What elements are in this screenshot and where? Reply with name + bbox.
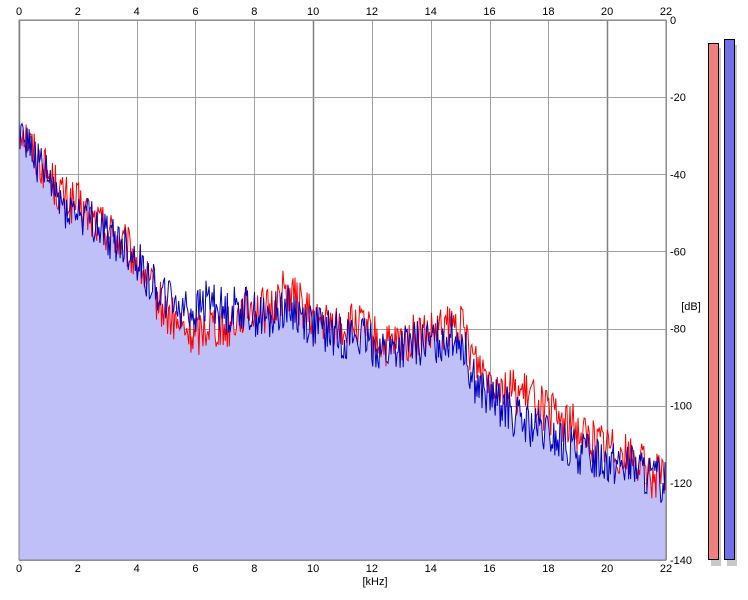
top-x-tick-label: 12 [366, 6, 378, 18]
bottom-x-tick-label: 14 [425, 563, 437, 575]
bottom-x-tick-label: 18 [542, 563, 554, 575]
bottom-x-tick-label: 20 [601, 563, 613, 575]
x-axis-label: [kHz] [362, 576, 387, 588]
top-x-tick-label: 2 [75, 6, 81, 18]
top-x-tick-label: 8 [251, 6, 257, 18]
bottom-x-tick-label: 16 [483, 563, 495, 575]
bottom-x-tick-label: 6 [192, 563, 198, 575]
bottom-x-tick-labels: 0 2 4 6 8 10 12 14 16 18 20 22 [16, 563, 672, 575]
top-x-tick-labels: 0 2 4 6 8 10 12 14 16 18 20 22 [16, 6, 672, 18]
bottom-x-tick-label: 0 [16, 563, 22, 575]
y-axis-label: [dB] [681, 301, 701, 313]
right-channel-level-meter [724, 39, 735, 560]
top-x-tick-label: 10 [307, 6, 319, 18]
bottom-x-tick-label: 22 [660, 563, 672, 575]
right-y-tick-label: -120 [670, 478, 692, 490]
top-x-tick-label: 20 [601, 6, 613, 18]
spectrum-fill-area [19, 124, 666, 561]
bottom-x-tick-label: 8 [251, 563, 257, 575]
top-x-tick-label: 4 [134, 6, 140, 18]
bottom-x-tick-label: 10 [307, 563, 319, 575]
top-x-tick-label: 0 [16, 6, 22, 18]
series-blue-line [18, 119, 667, 503]
left-channel-level-meter [708, 43, 719, 560]
bottom-x-tick-label: 4 [134, 563, 140, 575]
bottom-x-tick-label: 2 [75, 563, 81, 575]
bottom-x-tick-label: 12 [366, 563, 378, 575]
right-y-tick-label: 0 [670, 15, 676, 27]
top-x-tick-label: 16 [483, 6, 495, 18]
right-y-tick-label: -140 [670, 555, 692, 567]
plot-frame [18, 19, 667, 561]
top-x-tick-label: 14 [425, 6, 437, 18]
top-x-tick-label: 22 [660, 6, 672, 18]
top-x-tick-label: 6 [192, 6, 198, 18]
right-y-tick-label: -20 [670, 92, 686, 104]
top-x-tick-label: 18 [542, 6, 554, 18]
right-y-tick-label: -100 [670, 401, 692, 413]
right-y-tick-labels: 0 -20 -40 -60 -80 -100 -120 -140 [670, 15, 692, 567]
right-y-tick-label: -40 [670, 169, 686, 181]
right-y-tick-label: -60 [670, 246, 686, 258]
right-y-tick-label: -80 [670, 324, 686, 336]
